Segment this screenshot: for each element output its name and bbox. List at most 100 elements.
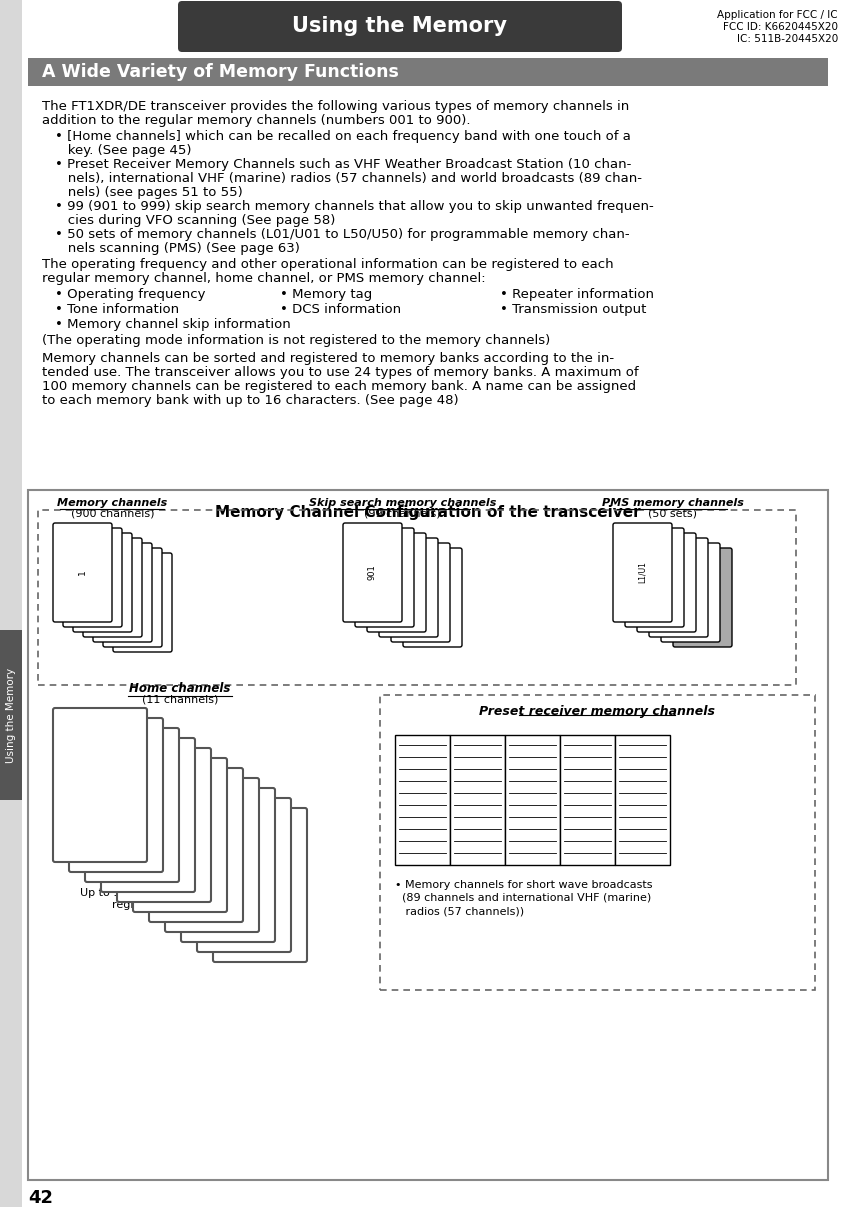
FancyBboxPatch shape xyxy=(181,788,274,941)
Text: addition to the regular memory channels (numbers 001 to 900).: addition to the regular memory channels … xyxy=(42,113,470,127)
Text: • 50 sets of memory channels (L01/U01 to L50/U50) for programmable memory chan-: • 50 sets of memory channels (L01/U01 to… xyxy=(55,228,629,241)
FancyBboxPatch shape xyxy=(354,527,414,626)
Bar xyxy=(38,511,795,686)
Text: Home channels: Home channels xyxy=(129,682,230,695)
Text: Application for FCC / IC: Application for FCC / IC xyxy=(717,10,837,21)
Text: 998: 998 xyxy=(415,584,425,600)
Text: (900 channels): (900 channels) xyxy=(71,508,154,518)
Text: L49/U49: L49/U49 xyxy=(685,577,694,608)
Text: • Preset Receiver Memory Channels such as VHF Weather Broadcast Station (10 chan: • Preset Receiver Memory Channels such a… xyxy=(55,158,630,171)
Text: • DCS information: • DCS information xyxy=(279,303,401,316)
FancyBboxPatch shape xyxy=(116,748,211,902)
Text: • 99 (901 to 999) skip search memory channels that allow you to skip unwanted fr: • 99 (901 to 999) skip search memory cha… xyxy=(55,200,653,212)
Bar xyxy=(560,735,614,865)
Text: regular memory channel, home channel, or PMS memory channel:: regular memory channel, home channel, or… xyxy=(42,272,485,285)
Text: 904: 904 xyxy=(403,579,413,595)
FancyBboxPatch shape xyxy=(85,728,179,882)
Text: to each memory bank with up to 16 characters. (See page 48): to each memory bank with up to 16 charac… xyxy=(42,393,458,407)
Text: 100 memory channels can be registered to each memory bank. A name can be assigne: 100 memory channels can be registered to… xyxy=(42,380,636,393)
Text: • [Home channels] which can be recalled on each frequency band with one touch of: • [Home channels] which can be recalled … xyxy=(55,130,630,142)
FancyBboxPatch shape xyxy=(149,768,243,922)
Text: 3: 3 xyxy=(98,579,107,585)
Text: 999: 999 xyxy=(428,590,436,606)
Text: IC: 511B-20445X20: IC: 511B-20445X20 xyxy=(736,34,837,43)
Text: (50 sets): (50 sets) xyxy=(647,508,696,518)
FancyBboxPatch shape xyxy=(612,523,671,622)
Text: Skip search memory channels: Skip search memory channels xyxy=(308,498,495,508)
Text: cies during VFO scanning (See page 58): cies during VFO scanning (See page 58) xyxy=(55,214,335,227)
Text: Using the Memory: Using the Memory xyxy=(292,17,507,36)
FancyBboxPatch shape xyxy=(83,538,142,637)
FancyBboxPatch shape xyxy=(672,548,731,647)
FancyBboxPatch shape xyxy=(648,538,707,637)
FancyBboxPatch shape xyxy=(113,553,172,652)
Text: nels scanning (PMS) (See page 63): nels scanning (PMS) (See page 63) xyxy=(55,241,300,255)
FancyBboxPatch shape xyxy=(343,523,402,622)
Text: registered to each bank.: registered to each bank. xyxy=(111,900,248,910)
FancyBboxPatch shape xyxy=(73,533,132,632)
Text: 901: 901 xyxy=(368,565,376,581)
FancyBboxPatch shape xyxy=(133,758,227,912)
Text: Memory channels: Memory channels xyxy=(57,498,167,508)
Text: • Memory channel skip information: • Memory channel skip information xyxy=(55,317,290,331)
Text: • Repeater information: • Repeater information xyxy=(500,288,653,301)
Text: • Transmission output: • Transmission output xyxy=(500,303,646,316)
Text: FCC ID: K6620445X20: FCC ID: K6620445X20 xyxy=(722,22,837,33)
Text: A Wide Variety of Memory Functions: A Wide Variety of Memory Functions xyxy=(42,63,398,81)
FancyBboxPatch shape xyxy=(403,548,462,647)
Bar xyxy=(505,735,560,865)
FancyBboxPatch shape xyxy=(53,523,112,622)
Text: • Memory channels for short wave broadcasts: • Memory channels for short wave broadca… xyxy=(394,880,652,890)
Bar xyxy=(450,735,505,865)
FancyBboxPatch shape xyxy=(63,527,122,626)
Text: nels), international VHF (marine) radios (57 channels) and world broadcasts (89 : nels), international VHF (marine) radios… xyxy=(55,173,641,185)
FancyBboxPatch shape xyxy=(101,737,195,892)
FancyBboxPatch shape xyxy=(379,538,437,637)
Bar xyxy=(0,630,22,800)
Text: 900: 900 xyxy=(138,594,147,611)
Text: 4: 4 xyxy=(108,584,116,590)
Bar xyxy=(180,2,619,49)
Text: • Memory tag: • Memory tag xyxy=(279,288,372,301)
Bar xyxy=(394,735,450,865)
Text: • Tone information: • Tone information xyxy=(55,303,179,316)
Text: nels) (see pages 51 to 55): nels) (see pages 51 to 55) xyxy=(55,186,242,199)
FancyBboxPatch shape xyxy=(636,533,695,632)
Text: L2/U2: L2/U2 xyxy=(649,566,658,589)
FancyBboxPatch shape xyxy=(366,533,425,632)
FancyBboxPatch shape xyxy=(213,807,306,962)
Text: Up to 100 memory channels can be: Up to 100 memory channels can be xyxy=(80,888,279,898)
FancyBboxPatch shape xyxy=(197,798,290,952)
Text: 902: 902 xyxy=(380,570,388,585)
FancyBboxPatch shape xyxy=(53,709,147,862)
Text: Memory channels can be sorted and registered to memory banks according to the in: Memory channels can be sorted and regist… xyxy=(42,352,614,365)
FancyBboxPatch shape xyxy=(165,779,259,932)
Text: 903: 903 xyxy=(392,575,401,590)
Bar xyxy=(28,58,827,86)
Text: (24 banks): (24 banks) xyxy=(150,876,209,886)
Text: L50/U50: L50/U50 xyxy=(697,582,706,613)
Text: The operating frequency and other operational information can be registered to e: The operating frequency and other operat… xyxy=(42,258,613,272)
Text: tended use. The transceiver allows you to use 24 types of memory banks. A maximu: tended use. The transceiver allows you t… xyxy=(42,366,638,379)
Text: Using the Memory: Using the Memory xyxy=(6,667,16,763)
Text: (11 channels): (11 channels) xyxy=(142,695,218,705)
Text: 899: 899 xyxy=(127,589,137,606)
Bar xyxy=(614,735,669,865)
Text: Memory banks: Memory banks xyxy=(128,862,231,875)
Text: radios (57 channels)): radios (57 channels)) xyxy=(394,906,523,916)
Text: (The operating mode information is not registered to the memory channels): (The operating mode information is not r… xyxy=(42,334,549,346)
Text: The FT1XDR/DE transceiver provides the following various types of memory channel: The FT1XDR/DE transceiver provides the f… xyxy=(42,100,629,113)
Bar xyxy=(380,695,814,990)
FancyBboxPatch shape xyxy=(178,1,621,52)
Text: L4/U4: L4/U4 xyxy=(674,577,682,599)
Bar xyxy=(28,490,827,1180)
FancyBboxPatch shape xyxy=(625,527,683,626)
Text: 42: 42 xyxy=(28,1189,53,1207)
Text: Memory Channel Configuration of the transceiver: Memory Channel Configuration of the tran… xyxy=(215,505,640,519)
Text: 2: 2 xyxy=(88,575,97,581)
Text: key. (See page 45): key. (See page 45) xyxy=(55,144,192,157)
Text: (89 channels and international VHF (marine): (89 channels and international VHF (mari… xyxy=(394,893,651,903)
FancyBboxPatch shape xyxy=(103,548,162,647)
Text: Preset receiver memory channels: Preset receiver memory channels xyxy=(479,705,715,717)
Text: • Operating frequency: • Operating frequency xyxy=(55,288,205,301)
